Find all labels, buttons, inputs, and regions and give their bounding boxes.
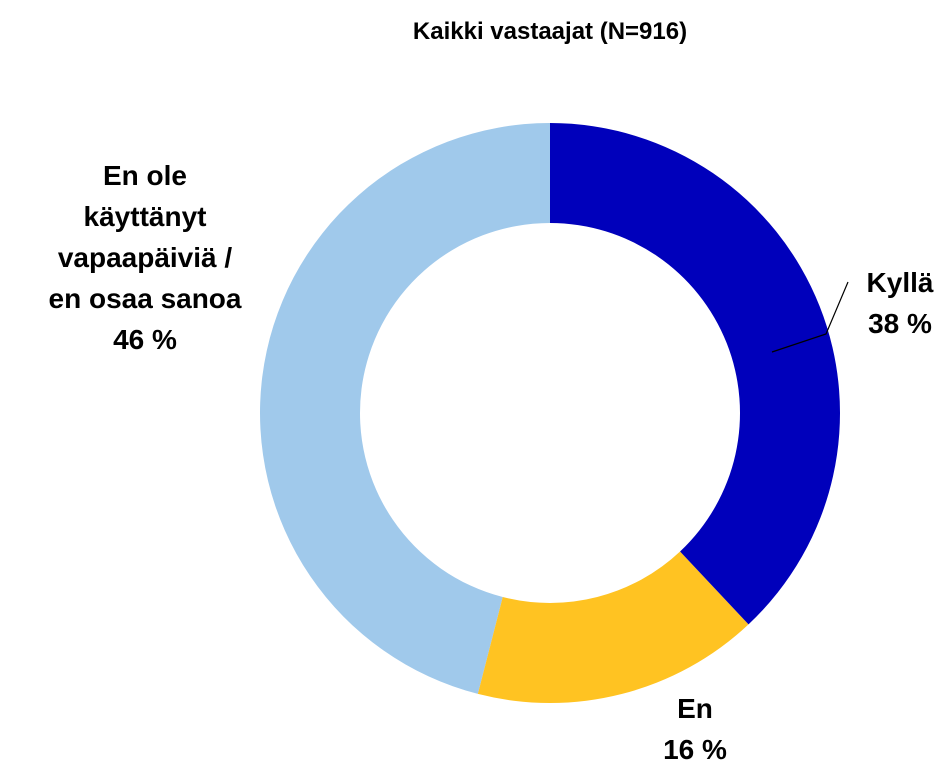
slice-label: En ole käyttänyt vapaapäiviä / en osaa s… <box>49 155 242 360</box>
donut-slice <box>477 551 749 703</box>
category-label: En ole käyttänyt vapaapäiviä / en osaa s… <box>48 160 242 314</box>
donut-slice <box>550 123 840 625</box>
value-label: 46 % <box>113 324 177 355</box>
slice-label: Kyllä 38 % <box>867 262 934 344</box>
chart-title: Kaikki vastaajat (N=916) <box>412 18 688 45</box>
leader-line <box>771 281 849 353</box>
value-label: 38 % <box>868 308 932 339</box>
category-label: En <box>677 693 713 724</box>
donut-slice <box>260 123 550 694</box>
slice-label: En 16 % <box>663 688 727 767</box>
category-label: Kyllä <box>866 267 934 298</box>
value-label: 16 % <box>663 734 727 765</box>
